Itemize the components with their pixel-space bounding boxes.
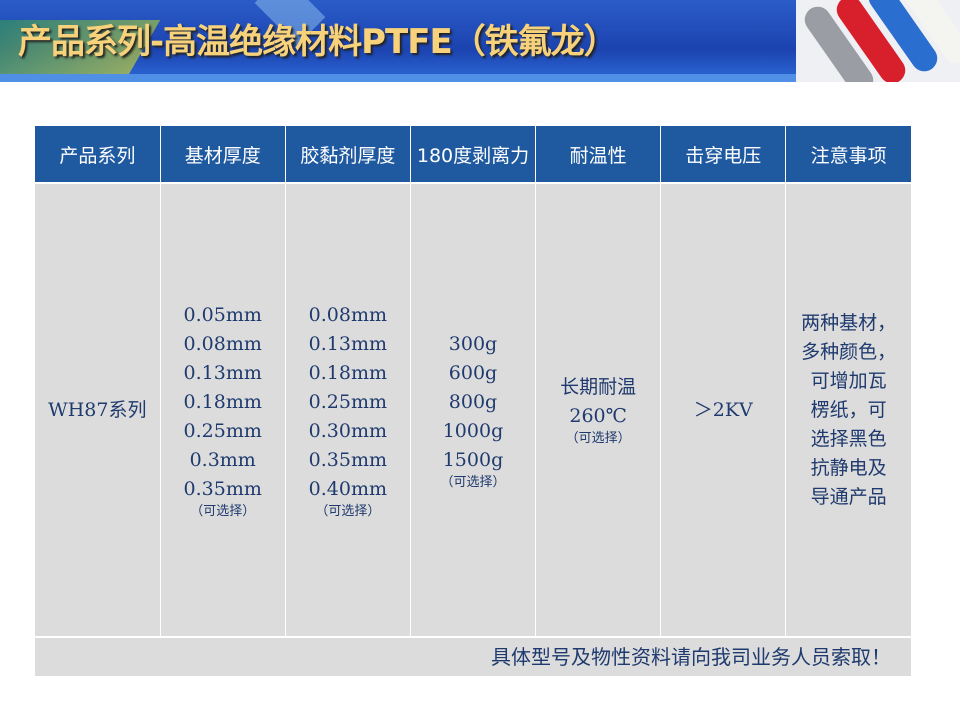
value: 1000g	[442, 419, 504, 442]
note: （可选择）	[565, 431, 631, 446]
note-line: 两种基材，	[801, 311, 897, 334]
value: 0.35mm	[308, 448, 388, 471]
footer-note: 具体型号及物性资料请向我司业务人员索取！	[35, 636, 911, 676]
value: 0.13mm	[183, 361, 262, 384]
col-header: 击穿电压	[660, 126, 787, 183]
banner-stripe	[0, 74, 796, 82]
page-title: 产品系列-高温绝缘材料PTFE（铁氟龙）	[18, 22, 618, 62]
value: 0.05mm	[183, 303, 262, 326]
col-header: 基材厚度	[160, 126, 286, 183]
col-header: 胶黏剂厚度	[285, 126, 411, 183]
value: 600g	[448, 361, 498, 384]
value: 0.18mm	[183, 390, 262, 413]
voltage-cell: ＞2KV	[660, 182, 787, 637]
value: 300g	[448, 332, 498, 355]
col-header: 180度剥离力	[410, 126, 537, 183]
col-header: 耐温性	[535, 126, 662, 183]
note-line: 选择黑色	[810, 427, 887, 450]
value: 800g	[448, 390, 498, 413]
value: 0.13mm	[308, 332, 388, 355]
value: 0.35mm	[183, 477, 262, 500]
col-header: 注意事项	[785, 126, 911, 183]
col-header: 产品系列	[35, 126, 161, 183]
notes-cell: 两种基材， 多种颜色， 可增加瓦 楞纸，可 选择黑色 抗静电及 导通产品	[785, 182, 911, 637]
header-banner: 产品系列-高温绝缘材料PTFE（铁氟龙）	[0, 0, 796, 82]
product-table: 产品系列 基材厚度 胶黏剂厚度 180度剥离力 耐温性 击穿电压 注意事项 WH…	[35, 126, 911, 676]
note-line: 可增加瓦	[810, 369, 887, 392]
value: 0.08mm	[308, 303, 388, 326]
value: 0.18mm	[308, 361, 388, 384]
value: 0.3mm	[189, 448, 256, 471]
value: 0.30mm	[308, 419, 388, 442]
value: 0.40mm	[308, 477, 388, 500]
value: 0.25mm	[308, 390, 388, 413]
table-footer-row: 具体型号及物性资料请向我司业务人员索取！	[35, 636, 911, 676]
series-cell: WH87系列	[35, 182, 161, 637]
temp-cell: 长期耐温 260℃ （可选择）	[535, 182, 662, 637]
note-line: 楞纸，可	[810, 398, 887, 421]
note: （可选择）	[440, 474, 506, 490]
base-thickness-cell: 0.05mm 0.08mm 0.13mm 0.18mm 0.25mm 0.3mm…	[160, 182, 286, 637]
value: 0.25mm	[183, 419, 262, 442]
value: 0.08mm	[183, 332, 262, 355]
table-row: WH87系列 0.05mm 0.08mm 0.13mm 0.18mm 0.25m…	[35, 182, 911, 637]
note-line: 多种颜色，	[801, 340, 897, 363]
note-line: 抗静电及	[810, 456, 887, 479]
value: 1500g	[442, 448, 504, 471]
peel-cell: 300g 600g 800g 1000g 1500g （可选择）	[410, 182, 537, 637]
value: 260℃	[569, 405, 627, 427]
note: （可选择）	[190, 503, 256, 519]
adhesive-thickness-cell: 0.08mm 0.13mm 0.18mm 0.25mm 0.30mm 0.35m…	[285, 182, 411, 637]
note: （可选择）	[315, 503, 381, 519]
ptfe-rolls-image	[796, 0, 960, 82]
note-line: 导通产品	[810, 485, 887, 508]
value: 长期耐温	[560, 376, 637, 398]
